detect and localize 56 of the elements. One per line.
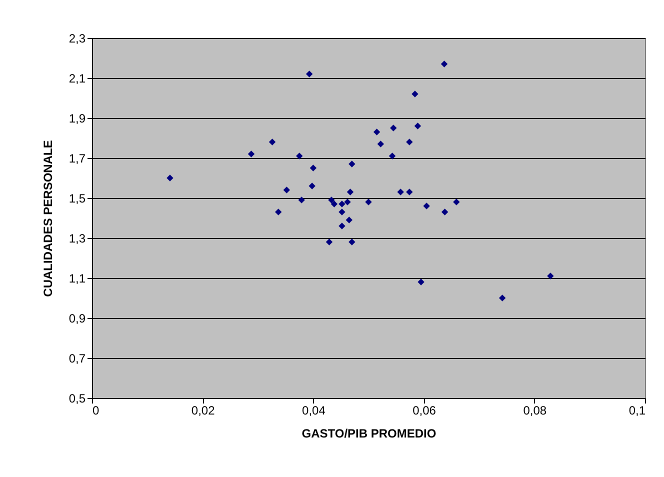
point: [348, 238, 356, 246]
point: [498, 294, 506, 302]
point: [453, 198, 460, 206]
point: [440, 60, 448, 68]
point: [306, 70, 313, 78]
y-tick-label: 1,9: [68, 112, 86, 126]
x-tick-label: 0,02: [191, 404, 216, 418]
y-tick-label: 0,5: [68, 392, 86, 406]
y-tick-label: 1,5: [68, 192, 86, 206]
x-tick-label: 0: [92, 404, 100, 418]
x-tick-label: 0,06: [412, 404, 436, 418]
point: [377, 140, 384, 148]
point: [296, 152, 303, 160]
point: [338, 200, 346, 208]
x-tick-label: 0,04: [302, 404, 326, 418]
x-axis-title: GASTO/PIB PROMEDIO: [302, 426, 436, 440]
y-axis-title: CUALIDADES PERSONALE: [40, 140, 55, 297]
point: [298, 196, 305, 204]
x-tick-label: 0,1: [628, 404, 646, 418]
point: [328, 196, 335, 204]
y-tick-label: 1,3: [68, 232, 86, 246]
point: [308, 182, 316, 190]
y-tick-label: 1,1: [68, 272, 86, 286]
point: [365, 198, 372, 206]
y-tick-label: 0,9: [68, 312, 86, 326]
point: [330, 200, 338, 208]
point: [346, 216, 352, 224]
point: [275, 208, 282, 216]
point: [441, 208, 448, 216]
point: [338, 222, 346, 230]
point: [397, 188, 404, 196]
point: [388, 152, 396, 160]
point: [310, 164, 317, 172]
point: [390, 124, 397, 132]
point: [338, 208, 346, 216]
point: [348, 160, 356, 168]
point: [346, 188, 354, 196]
y-tick-label: 0,7: [68, 352, 86, 366]
y-tick-label: 2,1: [68, 72, 86, 86]
point: [326, 238, 333, 246]
point: [406, 138, 413, 146]
point: [547, 272, 554, 280]
y-tick-label: 1,7: [68, 152, 86, 166]
point: [344, 198, 351, 206]
point: [166, 174, 174, 182]
point: [248, 150, 255, 158]
point: [406, 188, 413, 196]
point: [414, 122, 422, 130]
point: [373, 128, 380, 136]
point: [283, 186, 290, 194]
x-tick-label: 0,08: [523, 404, 547, 418]
point: [412, 90, 418, 98]
point: [268, 138, 276, 146]
point: [423, 202, 430, 210]
y-tick-label: 2,3: [68, 32, 86, 46]
point: [418, 278, 424, 286]
